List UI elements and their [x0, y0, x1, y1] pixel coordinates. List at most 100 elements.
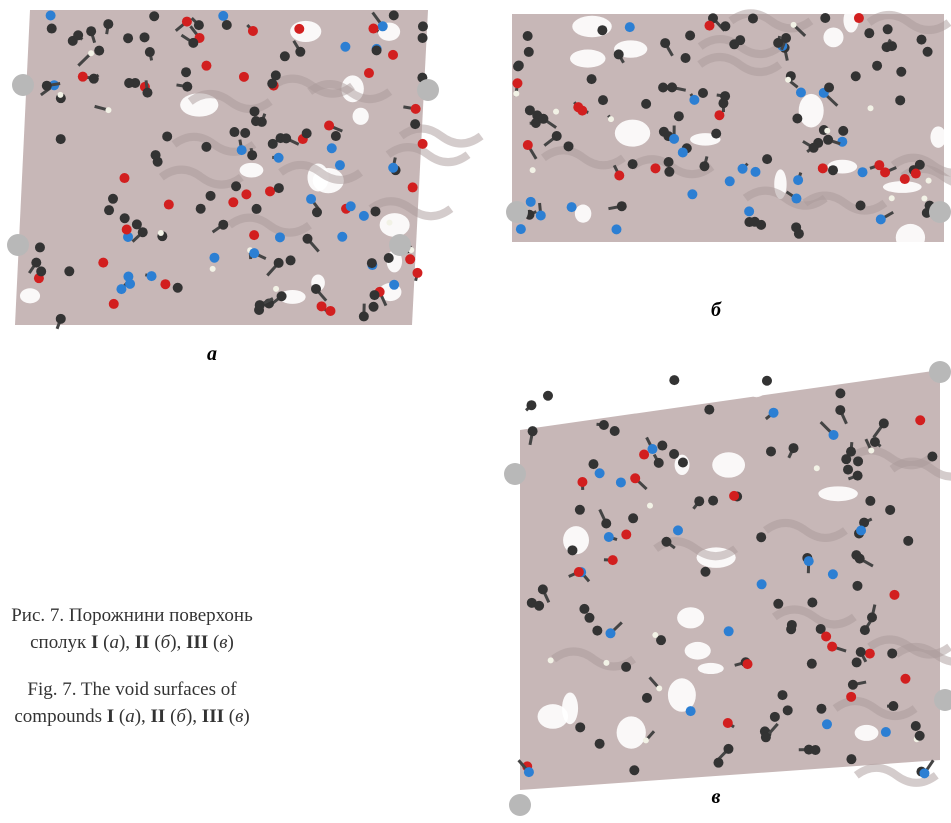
shape: [188, 38, 198, 48]
shape: [687, 189, 697, 199]
shape: [895, 95, 905, 105]
shape: [704, 21, 714, 31]
shape: [47, 24, 57, 34]
shape: [506, 201, 528, 223]
shape: [359, 311, 369, 321]
shape: [249, 230, 259, 240]
shape: [597, 25, 607, 35]
shape: [923, 47, 933, 57]
shape: [98, 258, 108, 268]
shape: [748, 13, 758, 23]
shape: [536, 210, 546, 220]
shape: [222, 20, 232, 30]
shape: [799, 94, 824, 128]
shape: [46, 10, 56, 20]
shape: [628, 513, 638, 523]
shape: [295, 47, 305, 57]
void-surface-a: [15, 10, 428, 325]
shape: [694, 496, 704, 506]
shape: [370, 290, 380, 300]
shape: [846, 447, 856, 457]
shape: [915, 415, 925, 425]
shape: [677, 607, 704, 628]
shape: [302, 128, 312, 138]
shape: [138, 227, 148, 237]
shape: [654, 458, 664, 468]
caption-line: Рис. 7. Порожнини поверхонь: [0, 602, 282, 629]
shape: [900, 674, 910, 684]
shape: [843, 465, 853, 475]
shape: [538, 114, 548, 124]
shape: [160, 279, 170, 289]
caption-part: ): [243, 706, 249, 727]
shape: [621, 530, 631, 540]
shape: [164, 200, 174, 210]
shape: [237, 145, 247, 155]
shape: [273, 286, 279, 292]
shape: [218, 11, 228, 21]
shape: [417, 79, 439, 101]
shape: [725, 176, 735, 186]
caption-part: (: [165, 706, 176, 727]
shape: [290, 21, 321, 42]
shape: [669, 134, 679, 144]
shape: [659, 127, 669, 137]
shape: [744, 206, 754, 216]
shape: [587, 74, 597, 84]
caption-part: ),: [135, 706, 151, 727]
shape: [860, 625, 870, 635]
shape: [277, 291, 287, 301]
shape: [524, 767, 534, 777]
shape: [275, 232, 285, 242]
shape: [57, 92, 63, 98]
shape: [867, 612, 877, 622]
shape: [386, 220, 392, 226]
shape: [265, 186, 275, 196]
caption-part: б: [176, 706, 186, 727]
shape: [611, 224, 621, 234]
shape: [410, 119, 420, 129]
shape: [853, 456, 863, 466]
shape: [567, 202, 577, 212]
shape: [778, 690, 788, 700]
shape: [368, 24, 378, 34]
shape: [614, 171, 624, 181]
shape: [579, 604, 589, 614]
shape: [577, 477, 587, 487]
shape: [621, 662, 631, 672]
shape: [325, 306, 335, 316]
shape: [650, 163, 660, 173]
shape: [773, 38, 783, 48]
shape: [364, 68, 374, 78]
shape: [880, 167, 890, 177]
shape: [823, 27, 843, 47]
shape: [792, 114, 802, 124]
caption-part: (: [114, 706, 125, 727]
shape: [538, 584, 548, 594]
shape: [538, 704, 569, 729]
shape: [370, 206, 380, 216]
shape: [149, 11, 159, 21]
caption-part: (: [150, 632, 161, 653]
shape: [389, 10, 399, 20]
caption-part: compounds: [14, 706, 106, 727]
shape: [669, 375, 679, 385]
shape: [698, 663, 724, 674]
shape: [248, 26, 258, 36]
caption-part: II: [151, 706, 166, 727]
shape: [78, 72, 88, 82]
shape: [543, 391, 553, 401]
shape: [723, 744, 733, 754]
panel-label: а: [207, 343, 217, 366]
shape: [567, 545, 577, 555]
shape: [761, 732, 771, 742]
shape: [809, 143, 819, 153]
shape: [249, 248, 259, 258]
shape: [708, 496, 718, 506]
shape: [630, 473, 640, 483]
shape: [617, 716, 646, 748]
shape: [885, 505, 895, 515]
shape: [887, 648, 897, 658]
shape: [120, 213, 130, 223]
shape: [883, 24, 893, 34]
